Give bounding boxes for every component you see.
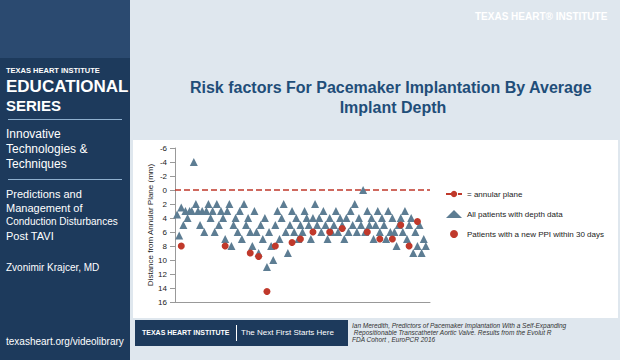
svg-text:Management of: Management of (6, 202, 83, 214)
svg-text:4: 4 (163, 214, 168, 223)
svg-text:TEXAS HEART INSTITUTE: TEXAS HEART INSTITUTE (142, 329, 230, 336)
svg-text:Conduction Disturbances: Conduction Disturbances (6, 216, 118, 227)
svg-text:Post TAVI: Post TAVI (6, 230, 54, 242)
svg-text:-6: -6 (160, 144, 168, 153)
svg-text:Distance from Annular Plane (m: Distance from Annular Plane (mm) (146, 164, 155, 287)
svg-text:All patients with depth data: All patients with depth data (467, 210, 563, 219)
svg-text:Innovative: Innovative (6, 127, 61, 141)
svg-text:10: 10 (158, 256, 167, 265)
svg-text:Zvonimir Krajcer, MD: Zvonimir Krajcer, MD (6, 262, 99, 273)
svg-text:-2: -2 (160, 172, 168, 181)
svg-text:SERIES: SERIES (6, 97, 61, 114)
svg-text:12: 12 (158, 270, 167, 279)
svg-text:Predictions and: Predictions and (6, 188, 82, 200)
svg-text:16: 16 (158, 298, 167, 307)
svg-text:texasheart.org/videolibrary: texasheart.org/videolibrary (6, 336, 124, 347)
svg-text:TEXAS HEART INSTITUTE: TEXAS HEART INSTITUTE (6, 66, 100, 75)
svg-text:TEXAS HEART® INSTITUTE: TEXAS HEART® INSTITUTE (475, 11, 608, 22)
svg-text:0: 0 (163, 186, 168, 195)
svg-text:2: 2 (163, 200, 168, 209)
svg-text:Patients with a new PPI within: Patients with a new PPI within 30 days (467, 230, 604, 239)
svg-text:6: 6 (163, 228, 168, 237)
svg-text:8: 8 (163, 242, 168, 251)
svg-text:= annular plane: = annular plane (467, 190, 523, 199)
svg-text:Techniques: Techniques (6, 157, 67, 171)
svg-text:Risk factors For Pacemaker Imp: Risk factors For Pacemaker Implantation … (190, 79, 596, 96)
svg-text:14: 14 (158, 284, 167, 293)
svg-text:Ian Meredith, Predictors of Pa: Ian Meredith, Predictors of Pacemaker Im… (352, 322, 567, 329)
svg-text:The Next First Starts Here: The Next First Starts Here (241, 328, 334, 337)
svg-text:Repositionable Transcatheter A: Repositionable Transcatheter Aortic Valv… (352, 329, 554, 336)
svg-text:EDUCATIONAL: EDUCATIONAL (6, 77, 128, 96)
svg-text:Implant Depth: Implant Depth (340, 99, 447, 116)
svg-text:-4: -4 (160, 158, 168, 167)
svg-text:Technologies &: Technologies & (6, 142, 87, 156)
svg-text:FDA Cohort , EuroPCR 2016: FDA Cohort , EuroPCR 2016 (352, 336, 436, 343)
